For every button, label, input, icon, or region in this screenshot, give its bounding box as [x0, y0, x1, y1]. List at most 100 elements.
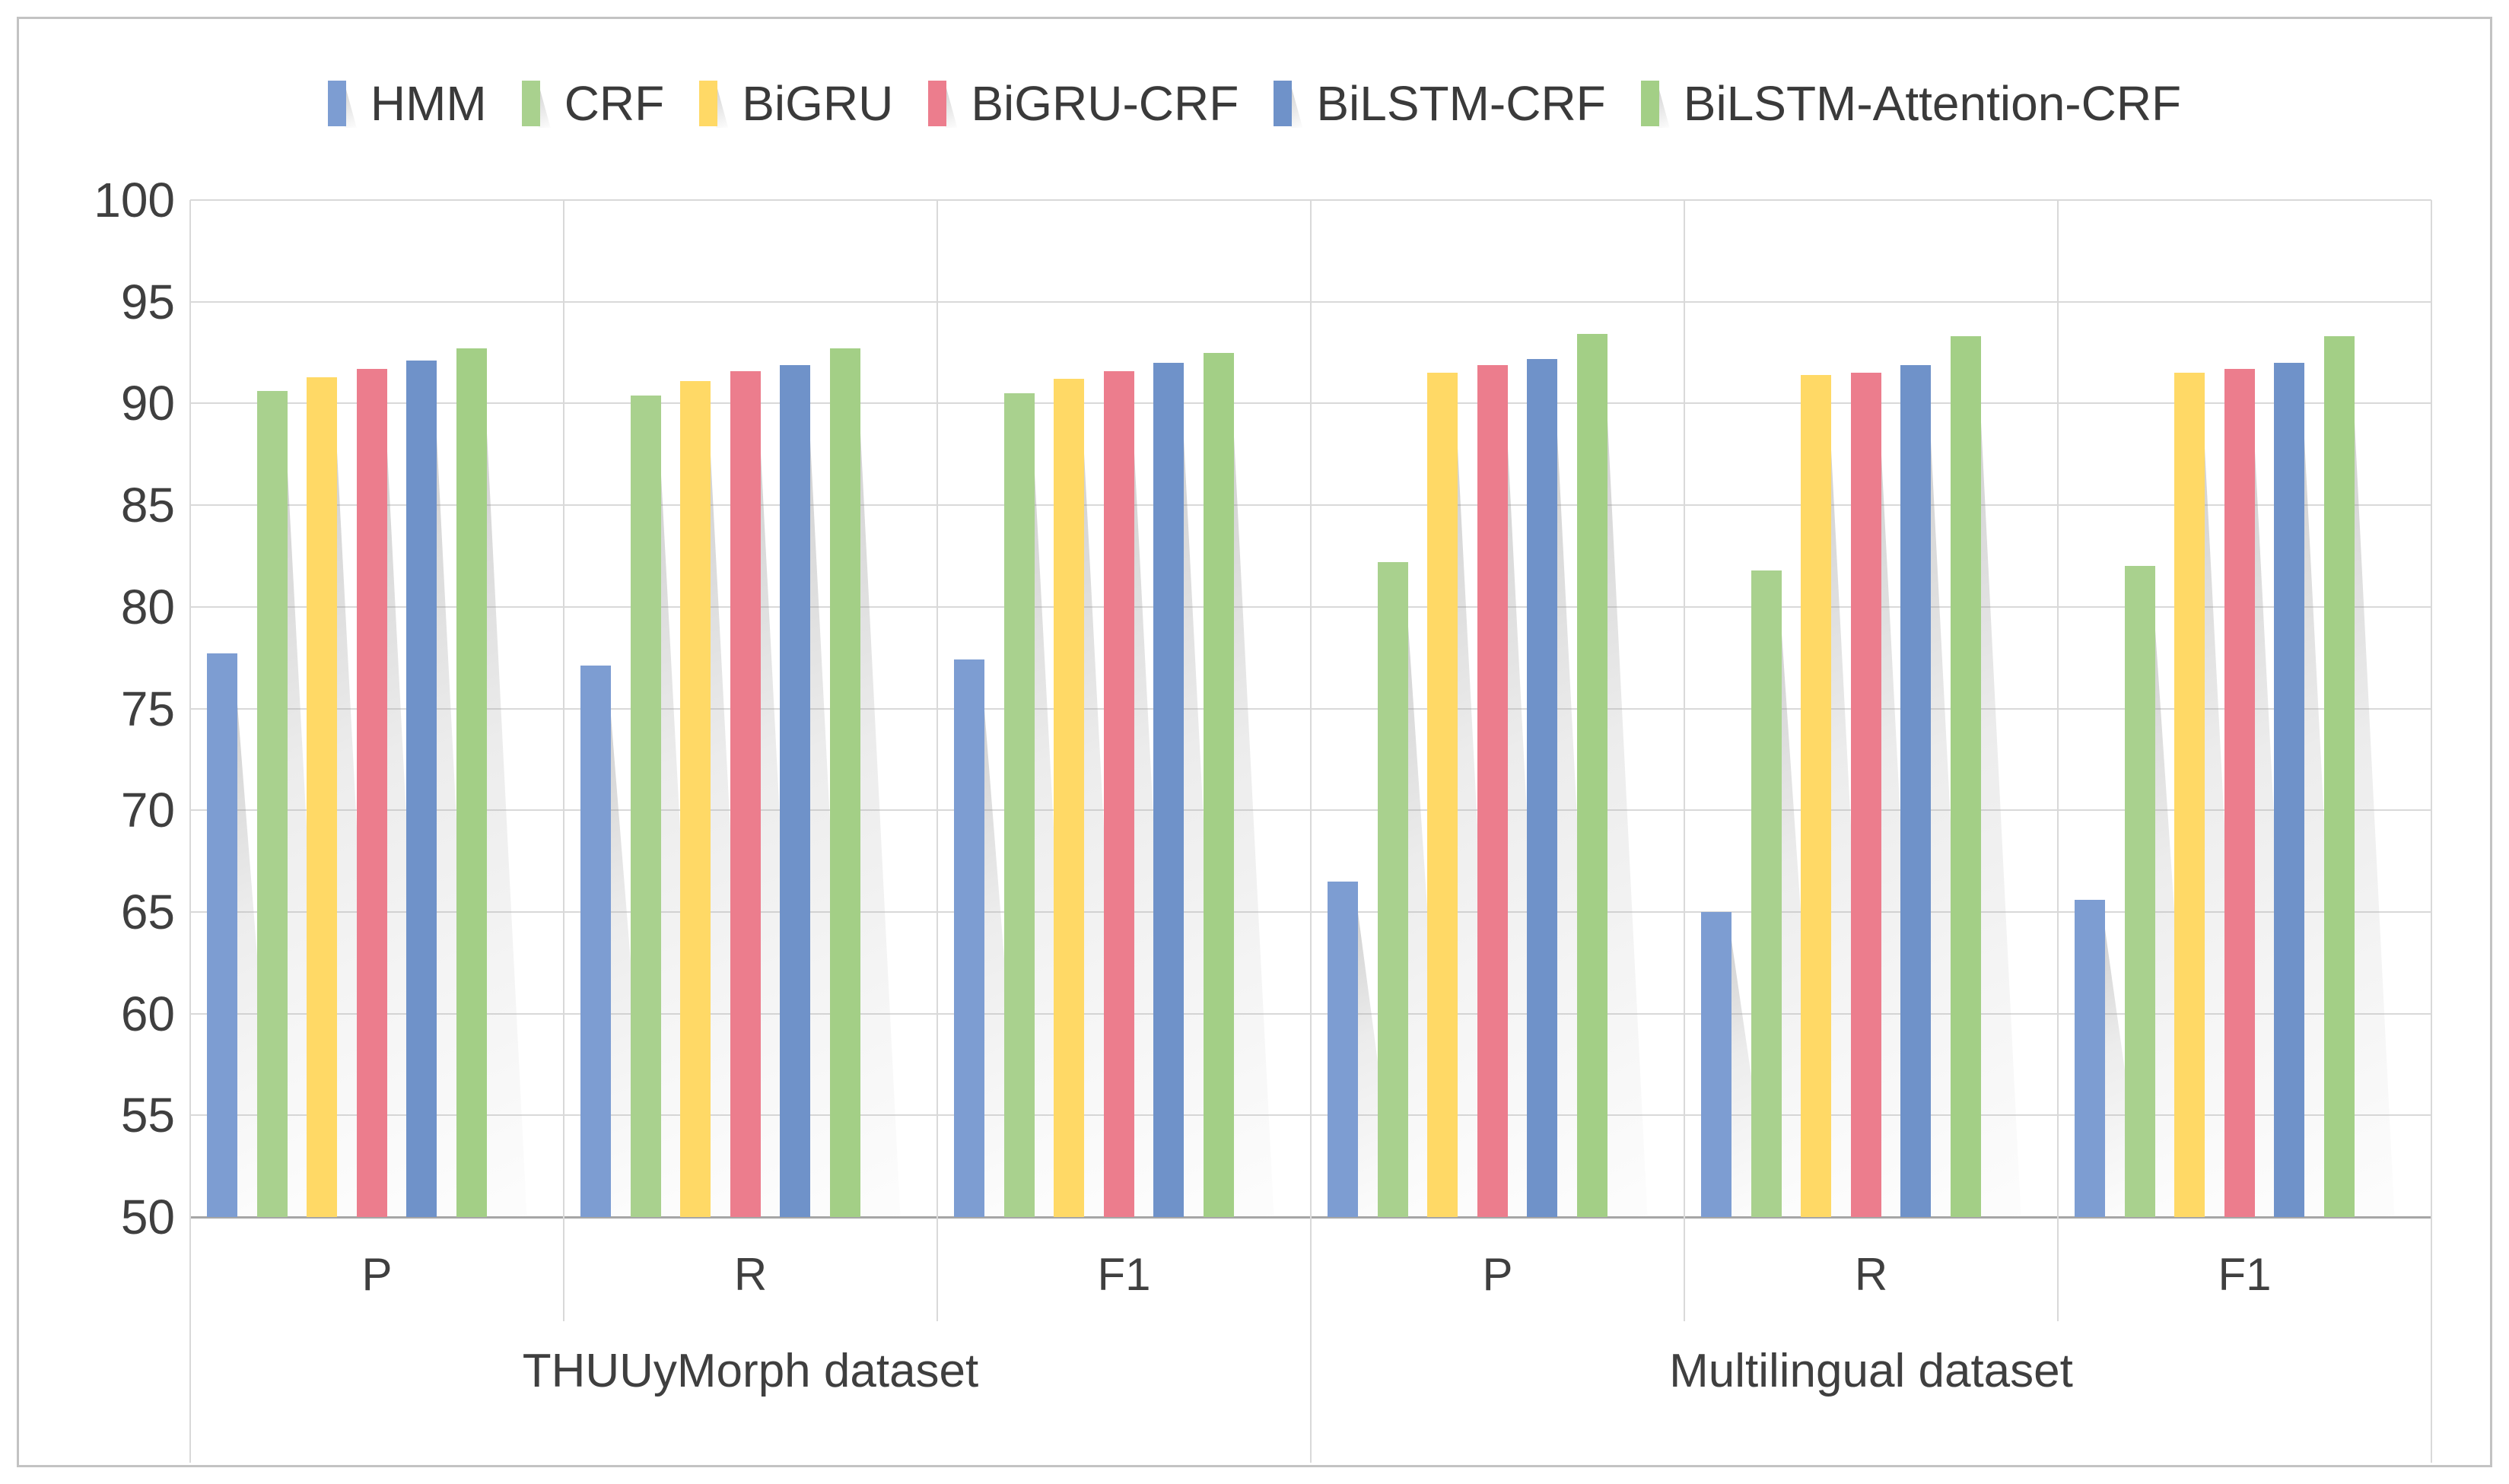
bar-shadow-BiLSTM-Attention-CRF-0 — [482, 351, 527, 1217]
bar-shadow-BiLSTM-Attention-CRF-2 — [1229, 354, 1274, 1217]
axis-separator-major-3 — [1310, 1217, 1312, 1463]
legend-swatch-icon — [1274, 81, 1304, 128]
gridline-x-boundary-0 — [189, 200, 191, 1217]
axis-separator-minor-4 — [1684, 1217, 1685, 1321]
category-label-F1-5: F1 — [2218, 1249, 2272, 1300]
bar-BiGRU-group5 — [2174, 373, 2205, 1217]
axis-separator-major-0 — [189, 1217, 191, 1463]
legend-item-BiGRU-CRF: BiGRU-CRF — [928, 79, 1239, 128]
bar-HMM-group5 — [2075, 899, 2105, 1217]
legend-swatch-color — [327, 81, 346, 126]
bar-CRF-group5 — [2124, 566, 2155, 1217]
legend-swatch-icon — [327, 81, 358, 128]
bar-HMM-group4 — [1701, 911, 1731, 1217]
legend-item-BiGRU: BiGRU — [699, 79, 893, 128]
legend-swatch-color — [699, 81, 718, 126]
bar-BiGRU-group2 — [1054, 379, 1084, 1217]
bar-BiLSTM-CRF-group1 — [780, 364, 810, 1217]
bar-CRF-group0 — [256, 391, 288, 1217]
gridline-x-boundary-1 — [563, 200, 564, 1217]
legend-swatch-color — [1274, 81, 1293, 126]
legend-label: HMM — [370, 76, 487, 131]
y-tick-label-70: 70 — [120, 783, 175, 838]
bar-BiGRU-CRF-group3 — [1477, 364, 1508, 1217]
legend-swatch-color — [521, 81, 540, 126]
gridline-x-boundary-6 — [2431, 200, 2432, 1217]
y-tick-label-55: 55 — [120, 1088, 175, 1143]
legend-swatch-color — [928, 81, 947, 126]
gridline-x-boundary-3 — [1310, 200, 1312, 1217]
y-tick-label-75: 75 — [120, 681, 175, 736]
category-label-P-3: P — [1482, 1249, 1513, 1300]
bar-shadow-BiLSTM-Attention-CRF-4 — [1976, 338, 2021, 1217]
category-label-R-4: R — [1854, 1249, 1888, 1300]
bar-BiLSTM-CRF-group4 — [1900, 364, 1931, 1217]
bar-BiGRU-group4 — [1801, 374, 1831, 1217]
legend-swatch-icon — [928, 81, 959, 128]
y-tick-label-50: 50 — [120, 1190, 175, 1244]
bar-shadow-BiLSTM-Attention-CRF-3 — [1603, 336, 1648, 1217]
gridline-x-boundary-4 — [1684, 200, 1685, 1217]
bar-BiLSTM-Attention-CRF-group0 — [456, 348, 487, 1217]
axis-separator-major-6 — [2431, 1217, 2432, 1463]
legend-item-BiLSTM-Attention-CRF: BiLSTM-Attention-CRF — [1640, 76, 2182, 131]
bar-shadow-BiLSTM-Attention-CRF-1 — [856, 351, 901, 1217]
axis-separator-minor-5 — [2057, 1217, 2059, 1321]
bar-BiLSTM-CRF-group3 — [1527, 358, 1557, 1217]
legend-label: BiLSTM-Attention-CRF — [1683, 76, 2182, 131]
bar-BiLSTM-Attention-CRF-group4 — [1950, 336, 1981, 1217]
bar-BiGRU-group0 — [307, 377, 337, 1217]
bar-HMM-group2 — [954, 659, 984, 1217]
bar-BiLSTM-CRF-group0 — [406, 361, 437, 1217]
bar-BiLSTM-CRF-group5 — [2274, 362, 2304, 1217]
bar-BiLSTM-Attention-CRF-group5 — [2323, 336, 2355, 1217]
bar-CRF-group3 — [1377, 561, 1408, 1217]
legend-swatch-icon — [521, 81, 552, 128]
legend-label: BiLSTM-CRF — [1316, 76, 1606, 131]
bar-shadow-BiLSTM-Attention-CRF-5 — [2350, 338, 2395, 1217]
bar-HMM-group3 — [1328, 881, 1358, 1217]
gridline-x-boundary-2 — [937, 200, 938, 1217]
bar-BiGRU-CRF-group2 — [1103, 370, 1134, 1217]
y-tick-label-60: 60 — [120, 986, 175, 1041]
axis-separator-minor-1 — [563, 1217, 564, 1321]
bar-BiLSTM-Attention-CRF-group1 — [829, 348, 860, 1217]
legend-label: BiGRU-CRF — [971, 76, 1239, 131]
y-tick-label-80: 80 — [120, 579, 175, 634]
legend-swatch-icon — [1640, 81, 1671, 128]
bar-HMM-group1 — [580, 666, 611, 1217]
bar-BiGRU-group3 — [1427, 373, 1458, 1217]
legend-label: CRF — [564, 76, 665, 131]
y-tick-label-95: 95 — [120, 274, 175, 329]
bar-CRF-group2 — [1003, 393, 1035, 1217]
bar-BiGRU-CRF-group4 — [1850, 373, 1881, 1217]
bar-BiGRU-CRF-group1 — [730, 370, 761, 1217]
y-tick-label-65: 65 — [120, 884, 175, 939]
bar-BiGRU-group1 — [680, 380, 711, 1217]
bar-BiGRU-CRF-group0 — [356, 368, 387, 1217]
bar-CRF-group1 — [630, 395, 661, 1217]
legend-label: BiGRU — [742, 76, 894, 131]
y-tick-label-90: 90 — [120, 376, 175, 431]
dataset-label-multilingual: Multilingual dataset — [1669, 1345, 2073, 1397]
legend-swatch-icon — [699, 81, 730, 128]
axis-separator-minor-2 — [937, 1217, 938, 1321]
category-label-R-1: R — [733, 1249, 768, 1300]
legend-item-CRF: CRF — [521, 76, 665, 131]
bar-BiLSTM-Attention-CRF-group3 — [1576, 334, 1607, 1217]
bar-CRF-group4 — [1751, 570, 1782, 1217]
bar-BiLSTM-Attention-CRF-group2 — [1203, 352, 1234, 1217]
chart-frame — [17, 17, 2492, 1467]
bar-BiLSTM-CRF-group2 — [1153, 362, 1184, 1217]
y-tick-label-85: 85 — [120, 478, 175, 533]
bar-HMM-group0 — [207, 653, 237, 1217]
category-label-F1-2: F1 — [1097, 1249, 1151, 1300]
legend-swatch-color — [1640, 81, 1659, 126]
gridline-x-boundary-5 — [2057, 200, 2059, 1217]
chart-legend: HMM CRF BiGRU BiGRU-CRF BiLSTM-CRF BiLSTM-Att… — [0, 79, 2509, 128]
category-label-P-0: P — [361, 1249, 393, 1300]
bar-BiGRU-CRF-group5 — [2224, 368, 2255, 1217]
legend-item-HMM: HMM — [327, 76, 487, 131]
